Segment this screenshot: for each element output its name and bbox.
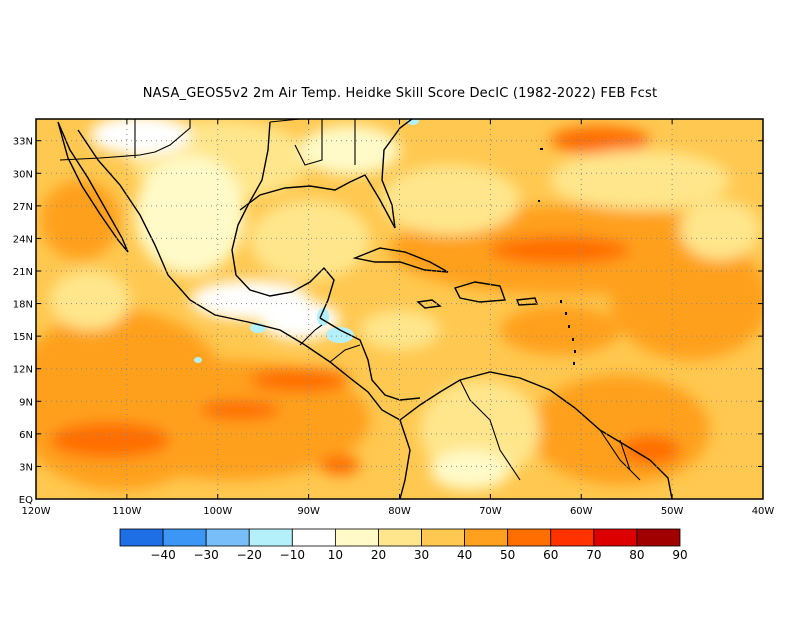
colorbar: −40 −30 −20 −10 10 20 30 40 50 60 70 80 90 bbox=[119, 528, 688, 562]
lat-label: 33N bbox=[13, 137, 33, 148]
colorbar-swatch bbox=[334, 528, 379, 547]
colorbar-swatch bbox=[119, 528, 164, 547]
lon-label: 120W bbox=[22, 506, 51, 517]
colorbar-label: 90 bbox=[672, 548, 687, 562]
colorbar-swatch bbox=[550, 528, 595, 547]
colorbar-label: −20 bbox=[237, 548, 262, 562]
colorbar-label: 30 bbox=[414, 548, 429, 562]
lon-label: 70W bbox=[479, 506, 502, 517]
colorbar-label: 80 bbox=[629, 548, 644, 562]
colorbar-swatch bbox=[507, 528, 552, 547]
lon-label: 50W bbox=[661, 506, 684, 517]
coastlines bbox=[57, 119, 673, 499]
lon-label: 60W bbox=[570, 506, 593, 517]
colorbar-swatch bbox=[593, 528, 638, 547]
lat-label: 15N bbox=[13, 332, 33, 343]
lon-label: 110W bbox=[112, 506, 141, 517]
colorbar-swatch bbox=[421, 528, 466, 547]
colorbar-label: −40 bbox=[150, 548, 175, 562]
lon-label: 90W bbox=[297, 506, 320, 517]
colorbar-label: −30 bbox=[193, 548, 218, 562]
lat-label: 18N bbox=[13, 300, 33, 311]
lat-label: 3N bbox=[19, 462, 33, 473]
shaded-field bbox=[36, 119, 763, 499]
colorbar-swatch bbox=[205, 528, 250, 547]
colorbar-label: 40 bbox=[457, 548, 472, 562]
colorbar-label: 10 bbox=[328, 548, 343, 562]
colorbar-swatch bbox=[248, 528, 293, 547]
lon-label: 80W bbox=[388, 506, 411, 517]
colorbar-swatch bbox=[162, 528, 207, 547]
lat-label: 30N bbox=[13, 169, 33, 180]
map-title: NASA_GEOS5v2 2m Air Temp. Heidke Skill S… bbox=[142, 86, 658, 101]
colorbar-swatch bbox=[636, 528, 681, 547]
lon-label: 100W bbox=[203, 506, 232, 517]
colorbar-label: 50 bbox=[500, 548, 515, 562]
lesser-antilles bbox=[538, 148, 576, 365]
colorbar-swatch bbox=[464, 528, 509, 547]
colorbar-label: −10 bbox=[280, 548, 305, 562]
map-grid bbox=[36, 119, 763, 499]
colorbar-label: 60 bbox=[543, 548, 558, 562]
lon-label: 40W bbox=[752, 506, 775, 517]
lat-label: 12N bbox=[13, 365, 33, 376]
colorbar-label: 70 bbox=[586, 548, 601, 562]
lat-label: 21N bbox=[13, 267, 33, 278]
colorbar-label: 20 bbox=[371, 548, 386, 562]
lat-label: EQ bbox=[19, 495, 33, 506]
colorbar-swatch bbox=[291, 528, 336, 547]
lat-label: 27N bbox=[13, 202, 33, 213]
colorbar-swatch bbox=[378, 528, 422, 547]
lat-label: 6N bbox=[19, 430, 33, 441]
lat-label: 9N bbox=[19, 397, 33, 408]
lat-label: 24N bbox=[13, 234, 33, 245]
